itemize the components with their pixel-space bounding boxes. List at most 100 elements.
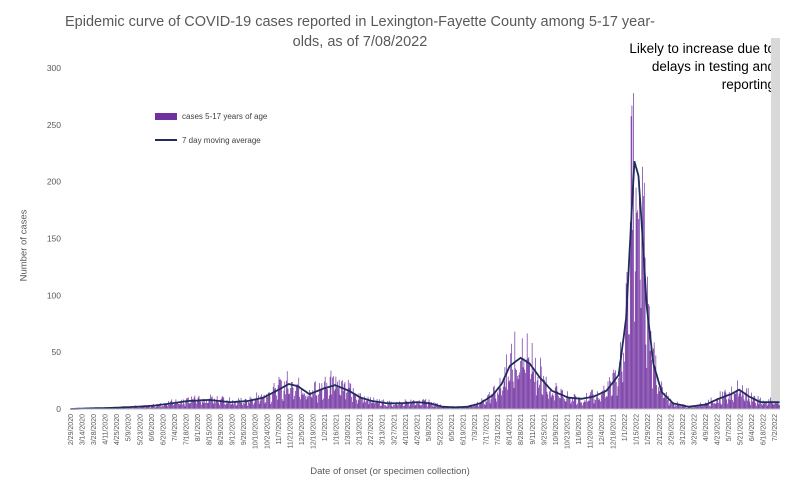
case-bar [502, 390, 503, 409]
case-bar [724, 389, 726, 409]
case-bar [276, 395, 277, 409]
case-bar [564, 400, 566, 409]
case-bar [352, 388, 354, 409]
x-tick-label: 6/18/2022 [761, 414, 768, 445]
case-bar [538, 387, 540, 409]
case-bar [551, 395, 553, 409]
case-bar [563, 399, 565, 409]
case-bar [502, 386, 504, 409]
case-bar [311, 397, 313, 409]
x-tick-label: 5/22/2021 [437, 414, 444, 445]
case-bar [172, 403, 173, 409]
case-bar [203, 402, 205, 409]
case-bar [430, 402, 432, 409]
case-bar [207, 402, 209, 409]
case-bar [606, 396, 607, 409]
case-bar [764, 402, 766, 409]
case-bar [728, 392, 730, 409]
x-tick-label: 3/14/2020 [80, 414, 87, 445]
case-bar [725, 392, 727, 409]
case-bar [121, 407, 122, 409]
case-bar [258, 395, 259, 409]
case-bar [667, 395, 669, 409]
case-bar [772, 404, 774, 409]
case-bar [280, 379, 281, 409]
case-bar [272, 393, 273, 409]
case-bar [482, 400, 484, 409]
case-bar [176, 403, 178, 409]
case-bar [281, 380, 282, 409]
case-bar [666, 391, 667, 409]
case-bar [225, 403, 227, 409]
case-bar [723, 391, 725, 409]
case-bar [568, 396, 570, 409]
case-bar [638, 180, 640, 409]
case-bar [681, 406, 682, 409]
case-bar [250, 400, 252, 409]
case-bar [501, 395, 502, 409]
case-bar [248, 401, 249, 409]
case-bar [279, 379, 281, 409]
case-bar [289, 393, 291, 409]
case-bar [672, 402, 674, 409]
case-bar [291, 381, 293, 409]
case-bar [411, 403, 413, 409]
case-bar [479, 402, 481, 409]
case-bar [607, 381, 609, 409]
case-bar [620, 342, 621, 409]
case-bar [434, 406, 436, 409]
case-bar [178, 403, 180, 409]
case-bar [385, 405, 386, 409]
case-bar [497, 394, 499, 409]
case-bar [635, 187, 637, 409]
case-bar [225, 404, 226, 409]
x-tick-label: 9/26/2020 [241, 414, 248, 445]
case-bar [726, 399, 728, 409]
case-bar [670, 398, 672, 409]
case-bar [676, 401, 678, 409]
x-tick-label: 12/19/2020 [310, 414, 317, 449]
case-bar [389, 400, 390, 409]
case-bar [417, 403, 419, 409]
case-bar [330, 370, 332, 409]
case-bar [540, 357, 541, 409]
case-bar [397, 405, 399, 409]
case-bar [618, 378, 620, 409]
case-bar [192, 399, 193, 409]
case-bar [587, 401, 588, 409]
case-bar [738, 393, 740, 409]
case-bar [467, 406, 469, 409]
case-bar [600, 401, 601, 409]
case-bar [462, 406, 464, 409]
x-tick-label: 4/11/2020 [103, 414, 110, 445]
case-bar [412, 401, 413, 409]
case-bar [548, 398, 549, 409]
case-bar [693, 406, 695, 409]
case-bar [682, 404, 684, 409]
case-bar [542, 395, 544, 409]
case-bar [779, 405, 780, 409]
case-bar [446, 407, 447, 409]
case-bar [148, 405, 150, 409]
case-bar [356, 399, 357, 409]
case-bar [639, 279, 641, 409]
case-bar [369, 400, 371, 409]
y-tick-label: 50 [52, 347, 62, 357]
case-bar [527, 358, 529, 409]
case-bar [287, 388, 289, 409]
case-bar [323, 398, 324, 409]
case-bar [596, 391, 598, 409]
case-bar [253, 404, 254, 409]
case-bar [768, 399, 770, 409]
case-bar [559, 397, 560, 409]
case-bar [231, 403, 233, 409]
case-bar [493, 386, 494, 409]
case-bar [633, 93, 634, 410]
case-bar [696, 406, 698, 409]
case-bar [248, 403, 250, 409]
case-bar [613, 369, 615, 409]
case-bar [448, 407, 450, 409]
case-bar [493, 385, 495, 409]
case-bar [263, 394, 265, 409]
